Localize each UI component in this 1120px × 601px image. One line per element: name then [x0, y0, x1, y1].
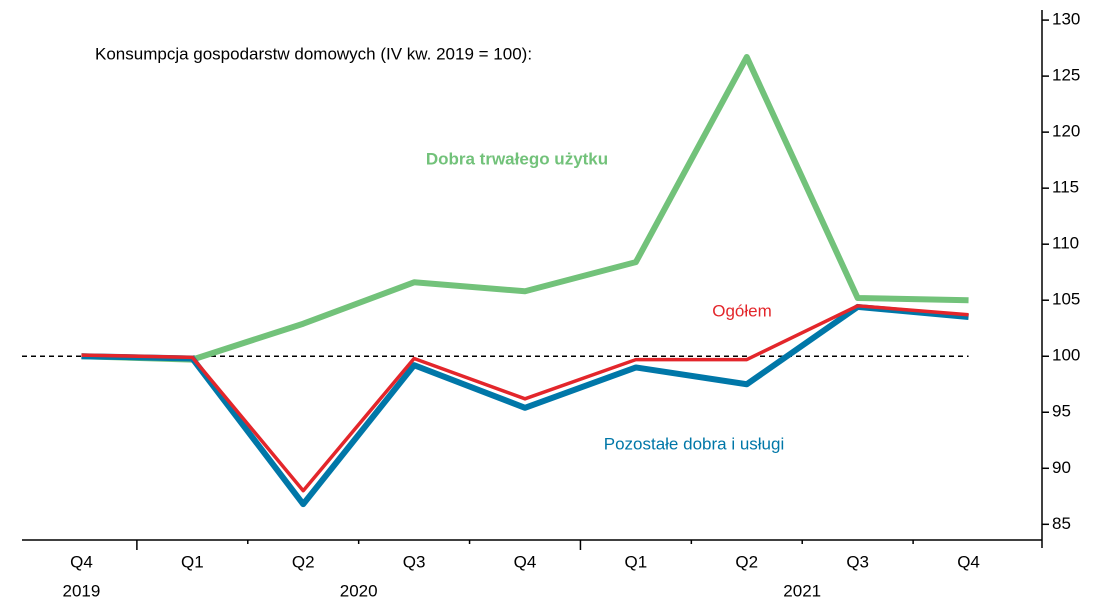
- y-tick-label: 130: [1052, 10, 1080, 29]
- series-line: [81, 54, 969, 363]
- y-tick-label: 90: [1052, 458, 1071, 477]
- series-label: Pozostałe dobra i usługi: [604, 434, 785, 453]
- chart-title: Konsumpcja gospodarstw domowych (IV kw. …: [95, 44, 532, 63]
- y-tick-label: 115: [1052, 178, 1079, 197]
- x-tick-label: Q3: [846, 552, 869, 571]
- x-tick-label: Q2: [292, 552, 315, 571]
- x-tick-label: Q3: [403, 552, 426, 571]
- series-line: [81, 304, 969, 493]
- x-tick-label: Q4: [957, 552, 980, 571]
- x-tick-label: Q2: [735, 552, 758, 571]
- year-label: 2021: [783, 581, 821, 600]
- x-tick-label: Q4: [70, 552, 93, 571]
- year-label: 2020: [340, 581, 378, 600]
- series-line: [81, 303, 969, 508]
- x-tick-label: Q1: [625, 552, 648, 571]
- y-tick-label: 105: [1052, 290, 1080, 309]
- series-label: Ogółem: [712, 301, 772, 320]
- y-tick-label: 85: [1052, 514, 1071, 533]
- x-tick-label: Q4: [514, 552, 537, 571]
- y-tick-label: 100: [1052, 346, 1080, 365]
- y-tick-label: 125: [1052, 66, 1080, 85]
- x-tick-label: Q1: [181, 552, 204, 571]
- y-tick-label: 95: [1052, 402, 1071, 421]
- year-label: 2019: [63, 581, 101, 600]
- series-label: Dobra trwałego użytku: [426, 149, 608, 168]
- y-tick-label: 120: [1052, 122, 1080, 141]
- y-tick-label: 110: [1052, 234, 1079, 253]
